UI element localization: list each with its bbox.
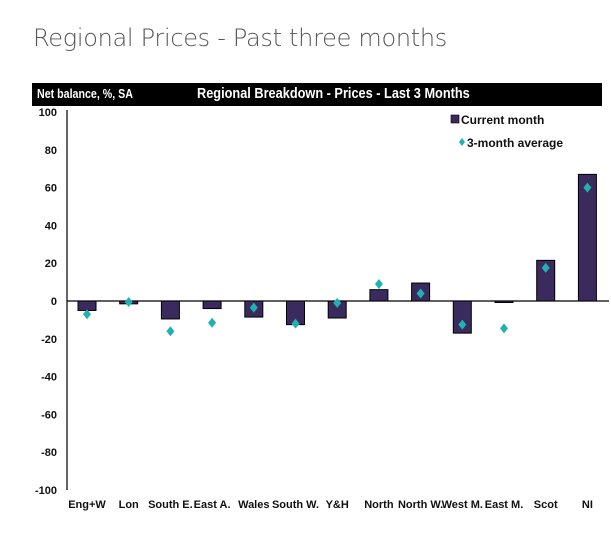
- x-tick-label: South W.: [272, 499, 319, 511]
- chart-title: Regional Breakdown - Prices - Last 3 Mon…: [197, 85, 470, 102]
- x-tick-label: NI: [582, 499, 593, 511]
- markers-3-month-average: [83, 182, 592, 337]
- bars-current-month: [77, 173, 597, 334]
- marker-3-month-average: [541, 262, 550, 273]
- bar-current-month: [577, 173, 597, 302]
- y-tick-label: -100: [35, 485, 57, 497]
- bar-current-month: [160, 300, 180, 320]
- x-tick-label: North W.: [398, 499, 443, 511]
- marker-3-month-average: [374, 278, 383, 289]
- x-tick-label: East M.: [485, 499, 524, 511]
- x-tick-label: North: [364, 499, 394, 511]
- marker-3-month-average: [208, 317, 217, 328]
- x-tick-label: Eng+W: [68, 499, 106, 511]
- marker-3-month-average: [416, 288, 425, 299]
- bar-current-month: [536, 259, 556, 302]
- page-title: Regional Prices - Past three months: [33, 24, 447, 52]
- x-tick-label: Lon: [119, 499, 139, 511]
- y-tick-label: -40: [41, 372, 57, 384]
- y-tick-label: 60: [45, 183, 57, 195]
- y-tick-label: 20: [45, 258, 57, 270]
- y-axis-ticks: 100 80 60 40 20 0 -20 -40 -60 -80 -100: [35, 107, 57, 497]
- x-tick-label: Y&H: [326, 499, 349, 511]
- marker-3-month-average: [124, 296, 133, 307]
- marker-3-month-average: [166, 326, 175, 337]
- marker-3-month-average: [500, 323, 508, 334]
- marker-3-month-average: [249, 302, 258, 313]
- legend-label-current-month: Current month: [461, 113, 544, 127]
- legend-label-3-month-average: 3-month average: [467, 136, 563, 150]
- marker-3-month-average: [583, 182, 592, 193]
- y-tick-label: -20: [41, 334, 57, 346]
- y-tick-label: 40: [45, 220, 57, 232]
- bar-current-month: [452, 300, 472, 334]
- x-tick-label: Wales: [238, 499, 269, 511]
- marker-3-month-average: [83, 309, 91, 320]
- marker-3-month-average: [333, 297, 342, 308]
- marker-3-month-average: [458, 319, 467, 330]
- legend: Current month 3-month average: [450, 113, 563, 150]
- x-tick-label: Scot: [534, 499, 558, 511]
- legend-swatch-current-month: [450, 114, 460, 124]
- x-tick-label: South E.: [148, 499, 193, 511]
- bar-current-month: [77, 300, 97, 311]
- x-tick-label: West M.: [442, 499, 483, 511]
- y-tick-label: -80: [41, 447, 57, 459]
- y-tick-label: -60: [41, 409, 57, 421]
- y-axis-label: Net balance, %, SA: [37, 86, 133, 101]
- bar-current-month: [369, 289, 389, 302]
- legend-swatch-3-month-average: [459, 138, 465, 146]
- y-tick-label: 80: [45, 145, 57, 157]
- chart-header-bar: Net balance, %, SA Regional Breakdown - …: [32, 83, 602, 106]
- y-tick-label: 0: [51, 296, 57, 308]
- bar-current-month: [202, 300, 222, 310]
- marker-3-month-average: [291, 318, 300, 329]
- x-axis-labels: Eng+W Lon South E. East A. Wales South W. Y&H N…: [68, 499, 593, 511]
- bar-current-month: [494, 300, 514, 303]
- x-tick-label: East A.: [194, 499, 231, 511]
- y-tick-label: 100: [39, 107, 57, 119]
